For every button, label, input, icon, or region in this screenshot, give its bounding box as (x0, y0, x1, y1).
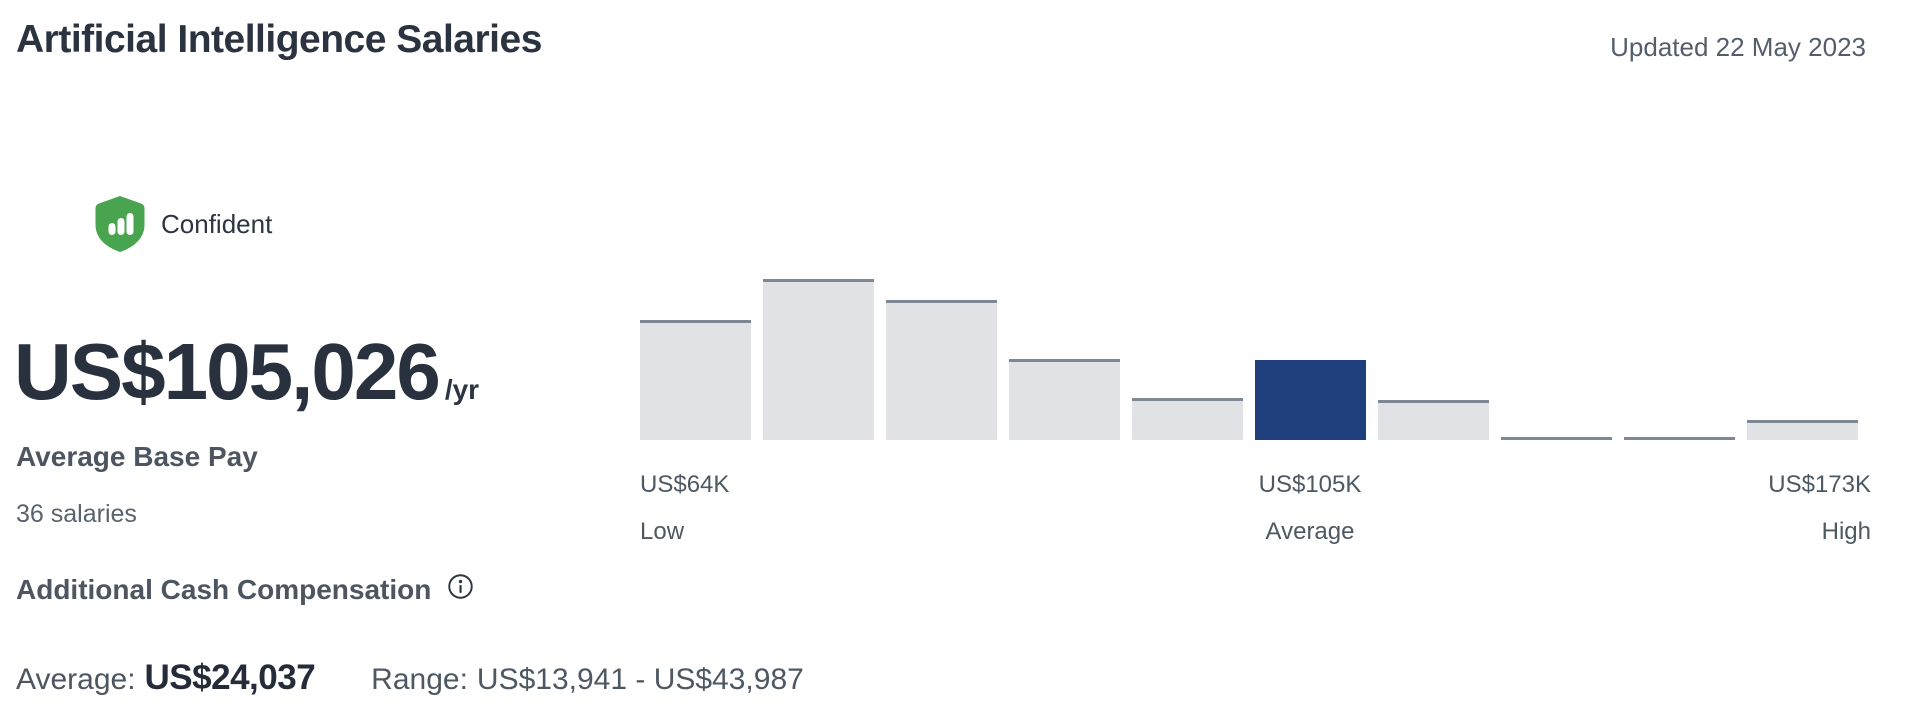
average-base-pay-amount: US$105,026 (14, 327, 441, 416)
pay-period-suffix: /yr (444, 374, 480, 405)
histogram-bar[interactable] (1501, 437, 1612, 440)
shield-bar-chart-icon (92, 194, 148, 254)
axis-label-high: US$173K High (1768, 470, 1871, 547)
histogram-bar[interactable] (886, 300, 997, 440)
histogram-axis-labels: US$64K Low US$105K Average US$173K High (640, 470, 1871, 550)
acc-average-value: US$24,037 (144, 658, 316, 697)
axis-average-value: US$105K (1258, 471, 1362, 498)
updated-date: Updated 22 May 2023 (1610, 32, 1866, 62)
histogram-bar[interactable] (1009, 359, 1120, 440)
additional-comp-values: Average: US$24,037 Range: US$13,941 - US… (16, 658, 804, 698)
axis-high-caption: High (1821, 518, 1871, 545)
histogram-bar[interactable] (763, 279, 874, 440)
axis-label-average: US$105K Average (1259, 470, 1362, 547)
acc-average-label: Average: (16, 663, 136, 696)
histogram-bar-average[interactable] (1255, 360, 1366, 440)
axis-low-caption: Low (640, 518, 685, 545)
acc-range-value: US$13,941 - US$43,987 (476, 663, 804, 696)
histogram (640, 279, 1858, 440)
axis-high-value: US$173K (1768, 471, 1871, 498)
page-title: Artificial Intelligence Salaries (16, 18, 542, 61)
average-base-pay: US$105,026 /yr (14, 326, 479, 418)
axis-label-low: US$64K Low (640, 470, 729, 547)
additional-comp-title: Additional Cash Compensation (16, 574, 432, 605)
histogram-bar[interactable] (1747, 420, 1858, 440)
histogram-bar[interactable] (1624, 437, 1735, 440)
salaries-count: 36 salaries (16, 500, 137, 528)
histogram-bar[interactable] (1378, 400, 1489, 440)
histogram-bar[interactable] (1132, 398, 1243, 440)
acc-range-label: Range: (371, 663, 468, 696)
average-base-pay-label: Average Base Pay (16, 441, 258, 472)
additional-comp-heading: Additional Cash Compensation (16, 573, 474, 606)
confidence-label: Confident (161, 208, 273, 239)
axis-low-value: US$64K (640, 471, 730, 498)
histogram-bar[interactable] (640, 320, 751, 440)
info-icon[interactable] (447, 573, 474, 600)
axis-average-caption: Average (1265, 518, 1355, 545)
confidence-badge: Confident (92, 194, 272, 254)
